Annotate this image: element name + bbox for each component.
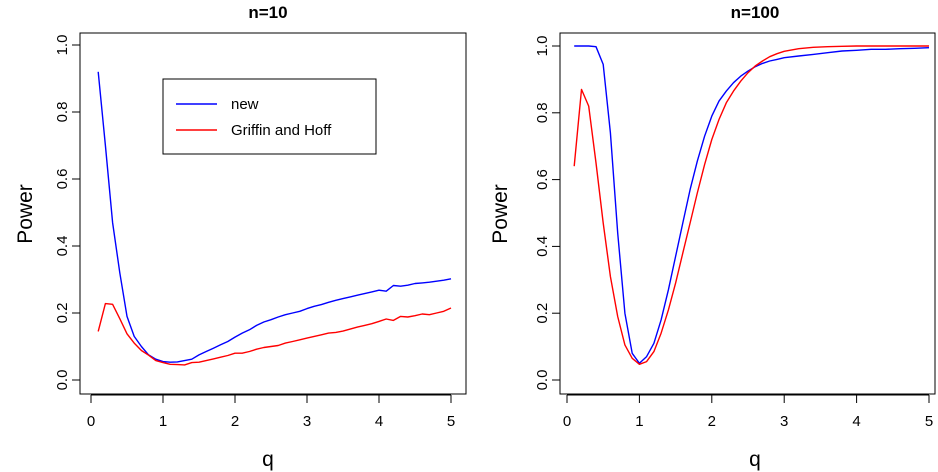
chart-title: n=10: [248, 3, 287, 22]
x-axis-label: q: [262, 448, 274, 471]
legend-label-new: new: [231, 96, 259, 113]
series-line-griffin-and-hoff: [573, 45, 929, 365]
x-ticks: 0 1 2 3 4 5: [87, 394, 455, 430]
chart-panel-n100: n=100 q Power 0 1 2 3 4 5 0.0 0.2 0.4 0.6 0.8 1.0: [489, 3, 936, 471]
x-tick-label: 2: [708, 413, 716, 430]
legend: new Griffin and Hoff: [162, 78, 377, 155]
y-ticks: 0.0 0.2 0.4 0.6 0.8 1.0: [54, 35, 81, 391]
y-tick-label: 0.4: [54, 236, 71, 257]
y-tick-label: 0.0: [54, 370, 71, 391]
x-tick-label: 1: [635, 413, 643, 430]
x-tick-label: 4: [375, 413, 383, 430]
y-axis-label: Power: [14, 184, 37, 244]
legend-box: [162, 78, 377, 155]
y-tick-label: 1.0: [54, 35, 71, 56]
y-tick-label: 0.8: [54, 102, 71, 123]
x-tick-label: 0: [563, 413, 571, 430]
x-tick-label: 4: [852, 413, 860, 430]
x-tick-label: 3: [303, 413, 311, 430]
x-tick-label: 1: [159, 413, 167, 430]
y-tick-label: 0.8: [534, 102, 551, 123]
y-tick-label: 0.4: [534, 236, 551, 257]
y-tick-label: 0.0: [534, 370, 551, 391]
legend-label-griffin-hoff: Griffin and Hoff: [231, 122, 332, 139]
y-axis-label: Power: [489, 184, 512, 244]
x-tick-label: 3: [780, 413, 788, 430]
y-tick-label: 1.0: [534, 36, 551, 57]
x-tick-label: 5: [447, 413, 455, 430]
series-line-griffin-and-hoff: [97, 302, 452, 366]
chart-panel-n10: n=10 q Power 0 1 2 3 4 5 0.0 0.2 0.4 0.6 0.8 1.0 n…: [14, 3, 467, 471]
series-line-new: [97, 71, 452, 363]
y-tick-label: 0.2: [534, 303, 551, 324]
chart-title: n=100: [731, 3, 780, 22]
x-axis-label: q: [749, 448, 761, 471]
y-ticks: 0.0 0.2 0.4 0.6 0.8 1.0: [534, 36, 561, 391]
x-tick-label: 0: [87, 413, 95, 430]
series-lines: [97, 71, 452, 366]
series-line-new: [574, 45, 930, 364]
x-ticks: 0 1 2 3 4 5: [563, 394, 933, 430]
y-tick-label: 0.2: [54, 303, 71, 324]
y-tick-label: 0.6: [534, 169, 551, 190]
x-tick-label: 2: [231, 413, 239, 430]
y-tick-label: 0.6: [54, 169, 71, 190]
series-lines: [573, 45, 930, 365]
x-tick-label: 5: [925, 413, 933, 430]
